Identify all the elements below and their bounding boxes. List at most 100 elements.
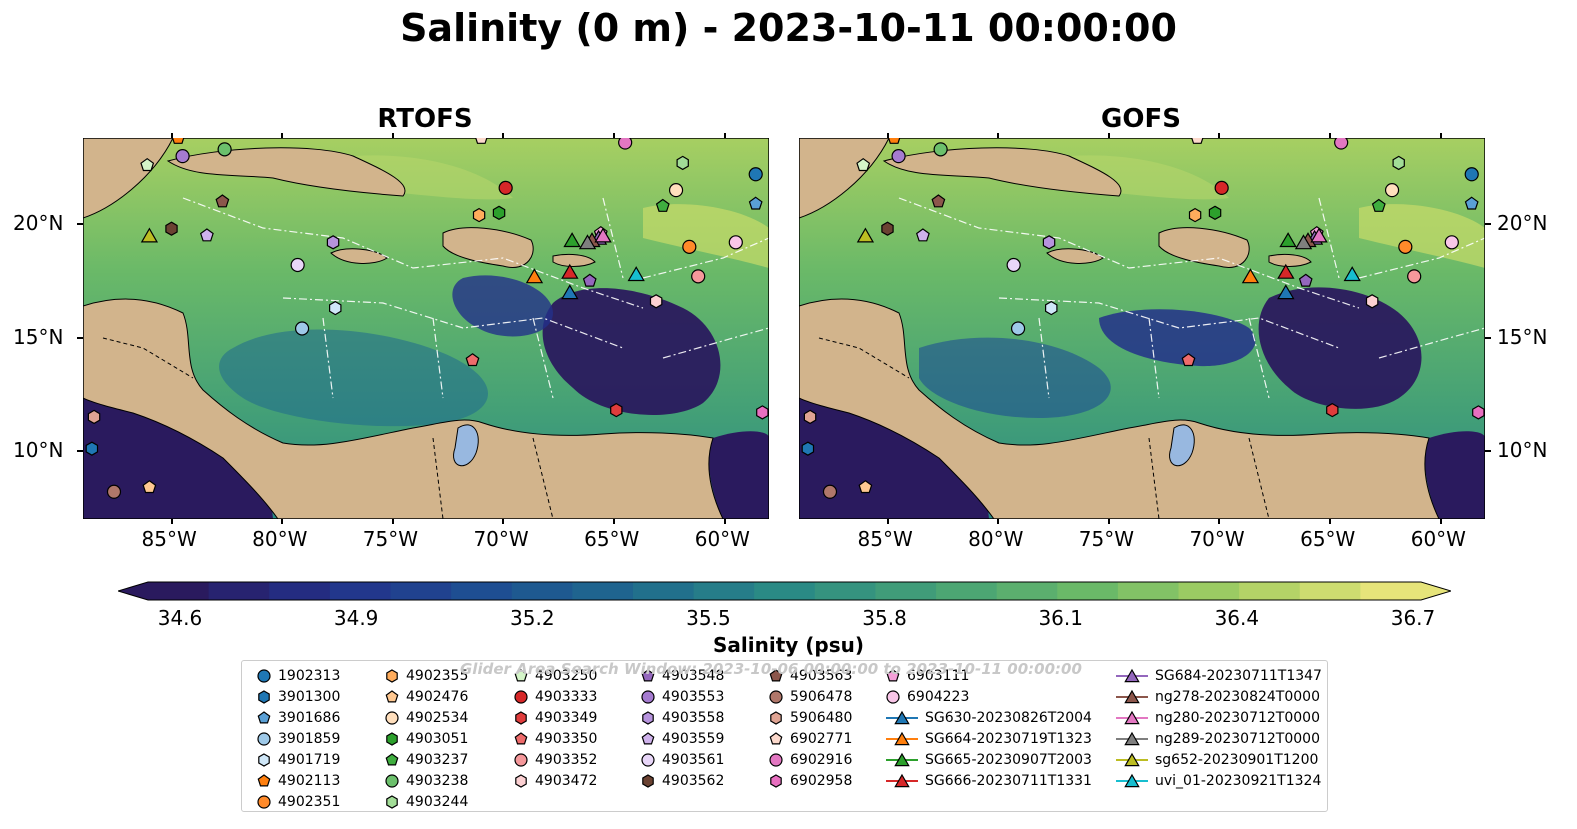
legend-label: SG664-20230719T1323 [925,730,1092,747]
legend-label: 5906478 [790,688,853,705]
x-tick-mark [1218,133,1221,138]
legend-item: 6902958 [768,770,852,791]
legend-item: 4901719 [256,749,340,770]
float-marker-5906480-gofs [803,409,817,425]
float-marker-1902313-rtofs [748,167,763,182]
glider-marker-SG630-20230826T2004-gofs [1277,284,1295,300]
legend-item: 5906480 [768,707,852,728]
colorbar-segment [936,582,998,600]
colorbar-segment [1239,582,1301,600]
y-tick-mark [1485,336,1491,339]
x-tick-mark [170,133,173,138]
legend-label: 4903548 [662,667,725,684]
legend-item: 4902113 [256,770,340,791]
colorbar-segment [329,582,392,600]
legend-label: 4903350 [535,730,598,747]
legend-swatch [769,689,783,704]
x-tick-label: 75°W [1078,527,1135,551]
land-rtofs [83,138,724,519]
legend-swatch [1116,752,1148,766]
legend-label: 4903238 [406,772,469,789]
glider-marker-ng280-20230712T0000-rtofs [594,227,612,243]
legend-swatch [385,689,399,702]
x-tick-mark [997,519,1000,524]
glider-marker-uvi_01-20230921T1324-rtofs [627,266,645,282]
legend-item: 4903563 [768,665,852,686]
glider-marker-SG665-20230907T2003-gofs [1279,232,1297,248]
legend-item: 4903349 [513,707,597,728]
legend-swatch [1116,773,1148,787]
y-tick-label: 20°N [13,211,64,236]
x-tick-mark [391,519,394,524]
float-marker-4902534-rtofs [668,183,684,198]
legend-label: 5906480 [790,709,853,726]
legend-item: 4902355 [384,665,468,686]
x-tick-mark [613,133,616,138]
float-marker-4903472-gofs [1365,294,1379,309]
float-marker-6902771-gofs [1191,138,1204,144]
x-tick-mark [1329,133,1332,138]
legend-label: 4903472 [535,772,598,789]
legend-label: 6902916 [790,751,853,768]
float-marker-4903561-rtofs [290,257,305,273]
x-tick-label: 80°W [968,527,1024,551]
float-marker-6904223-rtofs [728,235,743,250]
legend-label: 4902355 [406,667,469,684]
legend-item: 3901859 [256,728,340,749]
x-tick-mark [170,519,173,524]
legend-swatch [386,731,398,746]
colorbar-segment [754,582,816,600]
x-tick-mark [886,519,889,524]
float-marker-4902476-gofs [858,480,873,494]
float-marker-5906478-gofs [822,484,838,499]
legend-label: 3901300 [278,688,341,705]
legend-swatch [770,710,782,725]
x-tick-label: 85°W [141,527,197,551]
legend-swatch [514,668,528,681]
glider-marker-sg652-20230901T1200-rtofs [140,227,159,243]
legend-label: ng278-20230824T0000 [1155,688,1320,705]
legend-item: 4903562 [640,770,724,791]
legend-item: SG666-20230711T1331 [885,770,1092,791]
legend-label: ng289-20230712T0000 [1155,730,1320,747]
legend-label: 3901686 [278,709,341,726]
colorbar-segment [814,582,877,600]
float-marker-4903553-rtofs [175,149,190,164]
y-tick-mark [77,449,83,452]
float-marker-4901719-rtofs [329,300,342,316]
legend-swatch [886,668,900,681]
float-marker-4903559-gofs [915,228,930,242]
float-marker-4903349-gofs [1326,402,1339,418]
legend-item: 4903250 [513,665,597,686]
x-tick-label: 70°W [473,527,529,551]
legend-swatch [886,773,918,787]
legend-swatch [641,731,655,744]
float-marker-4903250-rtofs [140,157,155,172]
y-tick-label: 15°N [1497,324,1548,349]
colorbar-extend-high [1421,582,1451,600]
legend-swatch [514,731,528,744]
legend-swatch [515,710,527,725]
y-tick-mark [1485,449,1491,452]
x-tick-mark [1329,519,1332,524]
legend-swatch [886,752,918,766]
x-tick-label: 75°W [362,527,419,551]
float-marker-4902113-rtofs [172,138,185,144]
legend-swatch [385,710,399,725]
legend-item: 4903350 [513,728,597,749]
legend-label: 4903561 [662,751,725,768]
legend-label: 4903051 [406,730,469,747]
y-tick-mark [77,223,83,226]
colorbar-label: Salinity (psu) [712,633,864,657]
legend-item: 4902534 [384,707,468,728]
borders-gofs [818,337,1270,519]
float-marker-4903350-rtofs [465,353,480,367]
main-title: Salinity (0 m) - 2023-10-11 00:00:00 [400,6,1177,50]
legend-item: 5906478 [768,686,852,707]
colorbar-tick-label: 36.1 [1038,606,1083,630]
legend-label: SG665-20230907T2003 [925,751,1092,768]
y-tick-mark [77,336,83,339]
legend-swatch [258,752,270,767]
float-marker-3901859-gofs [1010,321,1026,336]
float-marker-4903051-rtofs [492,205,506,220]
